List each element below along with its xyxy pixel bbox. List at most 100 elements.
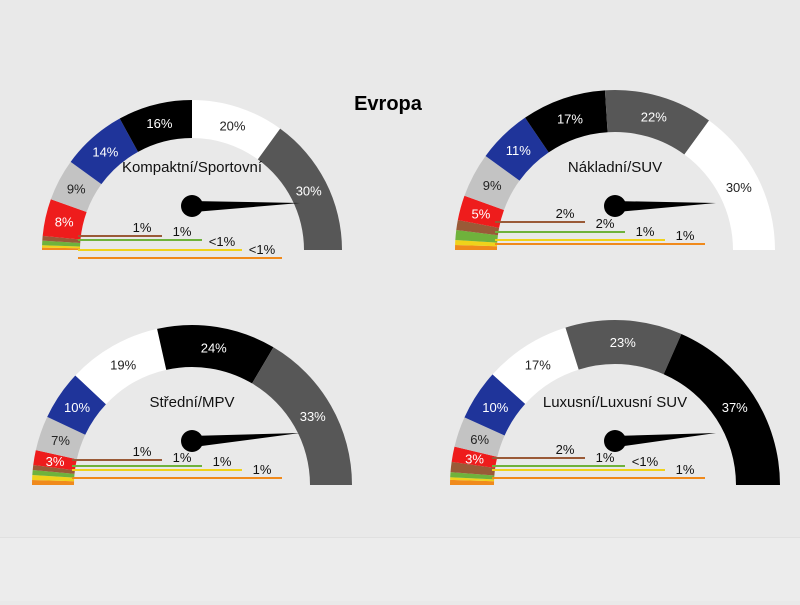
gauge-segment — [457, 195, 504, 228]
gauge-title: Nákladní/SUV — [568, 159, 662, 176]
segment-label: 11% — [506, 143, 531, 158]
callout-label: 1% — [676, 228, 695, 243]
callout-label: <1% — [209, 234, 236, 249]
segment-label: 23% — [610, 335, 636, 350]
segment-label: 3% — [465, 451, 484, 466]
gauge-segment — [70, 118, 139, 185]
gauge-title: Kompaktní/Sportovní — [122, 159, 263, 176]
segment-label: 9% — [483, 178, 502, 193]
callout-label: 1% — [636, 224, 655, 239]
gauge-needle — [190, 201, 300, 212]
segment-label: 19% — [110, 357, 136, 372]
chart-title: Evropa — [354, 93, 423, 115]
needle-hub — [604, 195, 626, 217]
gauge-segment — [450, 461, 496, 476]
gauge-1: 8% 9% 14% 16% 20% 30% 1% 1% <1% <1% Kompaktní/Spor… — [42, 100, 342, 259]
gauge-segment — [455, 239, 498, 247]
gauge-segment — [50, 161, 102, 213]
needle-hub — [181, 430, 203, 452]
gauge-segment — [464, 155, 520, 211]
segment-label: 17% — [525, 358, 551, 373]
segment-label: 37% — [722, 400, 748, 415]
segment-label: 7% — [51, 433, 70, 448]
gauge-segment — [565, 320, 682, 375]
segment-label: 6% — [470, 432, 489, 447]
gauge-segment — [451, 446, 498, 469]
gauge-segment — [42, 235, 81, 243]
gauge-segment — [47, 375, 106, 435]
gauge-segment — [157, 325, 274, 384]
needle-hub — [181, 195, 203, 217]
gauge-needle — [190, 433, 300, 447]
footer-strip — [0, 537, 800, 601]
gauge-segment — [119, 100, 192, 152]
segment-label: 10% — [64, 400, 90, 415]
segment-label: 33% — [300, 409, 326, 424]
gauge-segment — [42, 199, 87, 240]
gauge-segment — [192, 100, 281, 160]
callout-label: 2% — [596, 216, 615, 231]
gauge-segment — [32, 469, 75, 478]
segment-label: 5% — [472, 206, 491, 221]
gauge-title: Střední/MPV — [149, 394, 234, 411]
gauge-segment — [454, 417, 505, 457]
segment-label: 30% — [726, 180, 752, 195]
gauge-segment — [75, 328, 167, 405]
callout-label: <1% — [249, 242, 276, 257]
gauge-segment — [42, 247, 81, 250]
gauge-segment — [485, 117, 549, 181]
gauge-segment — [456, 220, 500, 236]
gauge-needle — [613, 433, 716, 447]
gauge-segment — [455, 229, 498, 243]
gauge-needle — [613, 201, 716, 212]
gauge-segment — [450, 477, 495, 482]
callout-label: 1% — [173, 450, 192, 465]
callout-label: 1% — [213, 454, 232, 469]
segment-label: 3% — [46, 454, 65, 469]
segment-label: 16% — [146, 116, 172, 131]
callout-label: 1% — [133, 444, 152, 459]
gauge-segment — [604, 89, 710, 155]
segment-label: 20% — [219, 118, 245, 133]
gauge-segment — [252, 347, 352, 485]
callout-label: 1% — [133, 220, 152, 235]
gauge-segment — [450, 479, 495, 485]
gauge-segment — [32, 474, 75, 482]
gauge-segment — [663, 333, 780, 485]
needle-hub — [604, 430, 626, 452]
gauge-segment — [492, 327, 579, 404]
gauge-segment — [455, 244, 498, 250]
gauge-segment — [525, 90, 608, 153]
gauge-3: 3% 7% 10% 19% 24% 33% 1% 1% 1% 1% Střední/MPV — [32, 325, 352, 485]
segment-label: 30% — [296, 184, 322, 199]
segment-label: 14% — [92, 145, 118, 160]
gauge-segment — [257, 128, 342, 250]
gauge-4: 3% 6% 10% 17% 23% 37% 2% 1% <1% 1% Luxusní/Luxusní… — [450, 320, 780, 485]
gauge-segment — [42, 245, 81, 249]
gauge-segment — [32, 464, 75, 474]
gauge-segment — [464, 374, 526, 436]
segment-label: 24% — [201, 341, 227, 356]
gauge-segment — [684, 120, 775, 250]
gauge-segment — [32, 479, 75, 485]
gauge-title: Luxusní/Luxusní SUV — [543, 394, 687, 411]
segment-label: 17% — [557, 111, 583, 126]
gauge-segment — [42, 240, 81, 247]
callout-label: 2% — [556, 206, 575, 221]
segment-label: 8% — [55, 214, 74, 229]
callout-label: <1% — [632, 454, 659, 469]
gauge-segment — [33, 450, 77, 471]
callout-label: 2% — [556, 442, 575, 457]
segment-label: 10% — [482, 400, 508, 415]
segment-label: 22% — [641, 110, 667, 125]
callout-label: 1% — [676, 462, 695, 477]
gauge-segment — [35, 416, 86, 460]
callout-label: 1% — [253, 462, 272, 477]
gauge-segment — [450, 472, 495, 480]
callout-label: 1% — [596, 450, 615, 465]
callout-label: 1% — [173, 224, 192, 239]
gauge-2: 5% 9% 11% 17% 22% 30% 2% 2% 1% 1% Nákladní/SUV — [455, 89, 775, 250]
segment-label: 9% — [67, 182, 86, 197]
